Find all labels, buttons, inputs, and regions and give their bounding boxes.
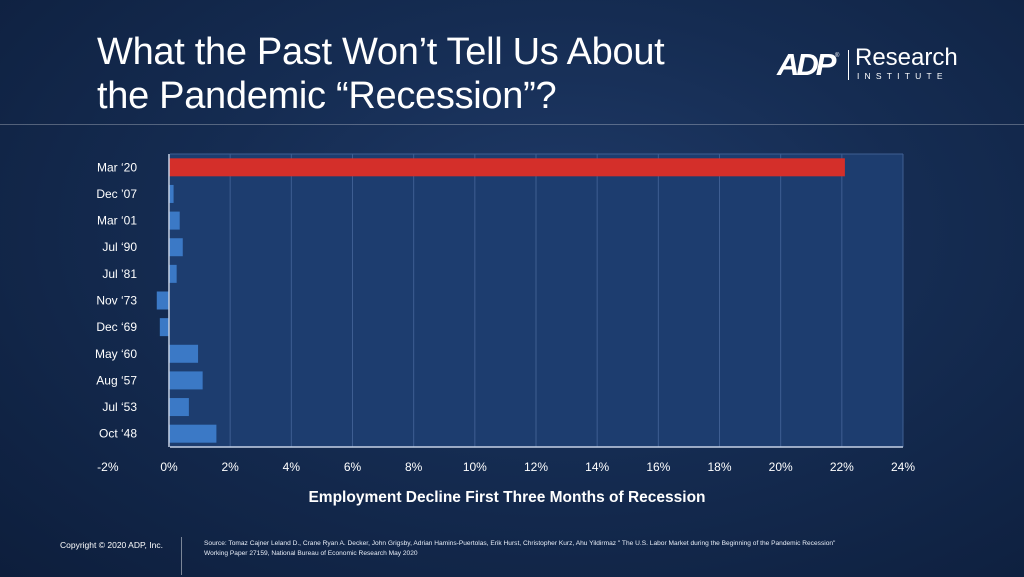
source-citation: Source: Tomaz Cajner Leland D., Crane Ry…	[204, 539, 924, 559]
x-tick-label: 10%	[463, 460, 487, 474]
category-label: Nov ‘73	[96, 294, 137, 308]
svg-text:ADP: ADP	[776, 48, 837, 80]
employment-decline-bar-chart: Mar ‘20 Dec ’07 Mar ‘01 Jul ‘90 Jul ’81 Nov ‘…	[95, 153, 915, 474]
category-label: Jul ‘90	[102, 240, 137, 254]
bar-10	[169, 424, 217, 443]
category-label: Aug ‘57	[96, 373, 137, 387]
copyright-notice: Copyright © 2020 ADP, Inc.	[60, 540, 163, 550]
bar-8	[169, 371, 203, 390]
bar-3	[169, 238, 183, 257]
category-label: Oct ‘48	[99, 427, 137, 441]
x-tick-label: 8%	[405, 460, 423, 474]
title-divider	[0, 124, 1024, 125]
x-axis-title: Employment Decline First Three Months of…	[308, 489, 706, 506]
category-label: Mar ‘20	[97, 160, 137, 174]
logo-divider	[848, 50, 849, 80]
slide-title: What the Past Won’t Tell Us About the Pa…	[97, 30, 737, 118]
source-line-1: Source: Tomaz Cajner Leland D., Crane Ry…	[204, 540, 836, 547]
adp-research-institute-logo: ADP ® Research INSTITUTE	[776, 46, 966, 84]
x-tick-label: 18%	[707, 460, 731, 474]
bar-4	[169, 264, 177, 283]
bar-9	[169, 398, 189, 417]
x-tick-label: 20%	[769, 460, 793, 474]
x-tick-label: 14%	[585, 460, 609, 474]
logo-research-word: Research	[855, 44, 958, 71]
category-label: Jul ‘53	[102, 400, 137, 414]
category-label: Mar ‘01	[97, 214, 137, 228]
x-tick-label: 12%	[524, 460, 548, 474]
category-label: Dec ’07	[96, 187, 137, 201]
bar-7	[169, 344, 199, 363]
bar-2	[169, 211, 180, 230]
x-tick-label: 2%	[221, 460, 239, 474]
svg-text:®: ®	[835, 52, 840, 59]
source-line-2: Working Paper 27159, National Bureau of …	[204, 550, 418, 557]
bar-1	[169, 184, 174, 203]
adp-logo-mark: ADP ®	[776, 48, 840, 80]
category-label: May ‘60	[95, 347, 137, 361]
slide-title-line-2: the Pandemic “Recession”?	[97, 75, 557, 117]
x-tick-label: 4%	[283, 460, 301, 474]
x-tick-label: 22%	[830, 460, 854, 474]
footer-divider	[181, 537, 182, 575]
bar-0	[169, 158, 845, 177]
bar-5	[156, 291, 169, 310]
logo-institute-word: INSTITUTE	[857, 71, 948, 81]
category-label: Jul ’81	[102, 267, 137, 281]
slide-title-line-1: What the Past Won’t Tell Us About	[97, 31, 665, 73]
x-tick-label: -2%	[97, 460, 119, 474]
bar-6	[159, 318, 169, 337]
category-label: Dec ‘69	[96, 320, 137, 334]
x-tick-label: 0%	[160, 460, 178, 474]
x-tick-label: 24%	[891, 460, 915, 474]
x-tick-label: 6%	[344, 460, 362, 474]
x-tick-label: 16%	[646, 460, 670, 474]
